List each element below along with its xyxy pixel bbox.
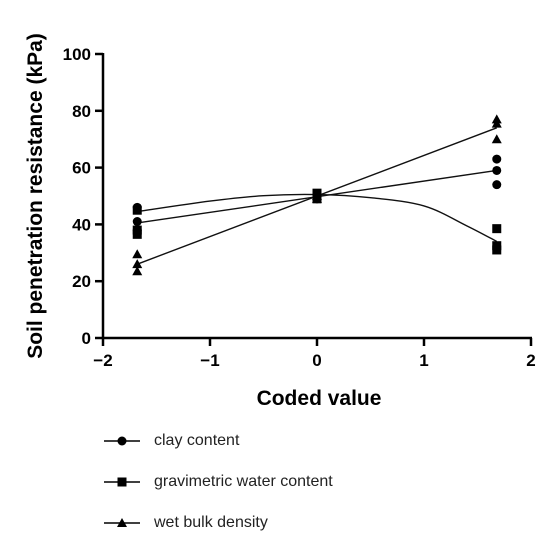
y-tick-label: 80 (72, 102, 91, 121)
x-axis-title: Coded value (257, 387, 382, 410)
y-tick-label: 60 (72, 159, 91, 178)
y-tick-label: 0 (82, 329, 91, 348)
plot-area: 0 20 40 60 80 100 −2 −1 0 1 2 (63, 45, 536, 370)
square-marker (492, 245, 502, 255)
chart-svg: 0 20 40 60 80 100 −2 −1 0 1 2 Soil penetration re… (24, 33, 536, 410)
x-tick-label: 1 (419, 351, 428, 370)
fit-line (137, 193, 498, 243)
legend-label: gravimetric water content (154, 472, 333, 490)
circle-marker (492, 165, 502, 175)
legend-item-wet-bulk-density: wet bulk density (104, 502, 333, 543)
x-tick-label: −2 (93, 351, 112, 370)
legend-item-clay-content: clay content (104, 420, 333, 461)
triangle-marker (132, 266, 143, 276)
triangle-marker (132, 249, 143, 259)
circle-marker (492, 154, 502, 164)
triangle-marker (491, 118, 502, 128)
triangle-marker-icon (104, 517, 140, 527)
y-tick-label: 40 (72, 215, 91, 234)
data-markers (132, 114, 502, 276)
x-axis-ticks: −2 −1 0 1 2 (93, 338, 536, 370)
square-marker (492, 224, 502, 234)
y-tick-label: 100 (63, 45, 91, 64)
circle-marker-icon (104, 436, 140, 445)
y-tick-label: 20 (72, 272, 91, 291)
triangle-marker (491, 134, 502, 144)
x-tick-label: −1 (200, 351, 219, 370)
legend-label: wet bulk density (154, 513, 268, 531)
x-tick-label: 0 (312, 351, 321, 370)
legend-label: clay content (154, 431, 240, 449)
x-tick-label: 2 (526, 351, 535, 370)
y-axis-ticks: 0 20 40 60 80 100 (63, 45, 103, 348)
circle-marker (132, 217, 142, 227)
triangle-marker (312, 193, 322, 203)
triangle-marker (132, 259, 143, 269)
legend-item-gravimetric-water-content: gravimetric water content (104, 461, 333, 502)
square-marker-icon (104, 477, 140, 486)
square-marker (132, 229, 142, 239)
circle-marker (492, 180, 502, 190)
legend: clay content gravimetric water content w… (104, 420, 333, 543)
y-axis-title: Soil penetration resistance (kPa) (24, 33, 47, 359)
square-marker (132, 205, 142, 215)
